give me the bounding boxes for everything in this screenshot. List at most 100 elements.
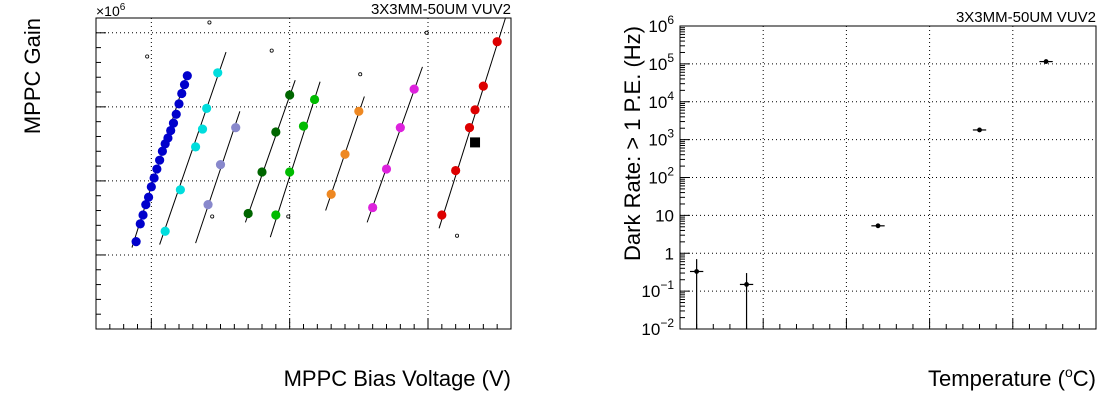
y-axis-label: Dark Rate: > 1 P.E. (Hz) (620, 26, 645, 261)
degree-ring (269, 48, 274, 53)
data-point (163, 133, 173, 143)
data-point (437, 210, 447, 220)
data-point (149, 173, 159, 183)
degree-ring (210, 214, 215, 219)
x-axis-label-main: Temperature ( (928, 366, 1066, 391)
y-tick-exp: 5 (667, 51, 674, 65)
degree-ring (424, 30, 429, 35)
y-tick-exp: 3 (667, 127, 674, 141)
data-point (395, 122, 405, 133)
plot-frame (95, 17, 512, 330)
y-tick-base: 10 (641, 320, 660, 339)
data-point (285, 90, 295, 100)
fit-line (195, 111, 241, 244)
fit-line (269, 81, 321, 238)
data-point (203, 200, 213, 210)
x-axis-label-tail: C) (1073, 366, 1096, 391)
data-point (143, 192, 154, 202)
square-marker (470, 137, 481, 148)
degree-ring (286, 214, 291, 219)
data-point (135, 219, 145, 229)
y-tick-label: 1 (665, 244, 674, 263)
data-point (744, 282, 749, 287)
data-point (368, 202, 378, 213)
data-point (977, 127, 982, 133)
data-point (243, 208, 253, 219)
data-point (152, 164, 162, 174)
y-tick-label: 10−1 (641, 278, 674, 301)
y-tick-base: 10 (648, 17, 667, 36)
y-tick-label: 102 (648, 165, 674, 188)
degree-ring (455, 233, 460, 238)
data-point (875, 223, 881, 229)
y-multiplier-exp: 6 (120, 2, 126, 13)
data-points (689, 59, 1053, 329)
data-point (157, 146, 167, 156)
grid (680, 26, 1096, 329)
x-axis-label: Temperature (oC) (928, 364, 1096, 391)
y-tick-base: 1 (665, 244, 674, 263)
data-point (409, 84, 419, 94)
degree-ring (145, 54, 150, 59)
y-tick-base: 10 (655, 206, 674, 225)
data-point (175, 185, 185, 195)
degree-ring (207, 20, 212, 25)
y-tick-label: 105 (648, 51, 674, 74)
data-point (160, 226, 170, 236)
data-point (138, 210, 148, 220)
data-point (177, 88, 187, 99)
fit-line (244, 80, 296, 223)
data-point (354, 106, 364, 116)
data-points (131, 37, 502, 247)
data-point (202, 103, 212, 113)
data-point (215, 160, 226, 170)
data-point (131, 237, 141, 247)
data-point (271, 127, 281, 137)
data-point (1043, 59, 1049, 64)
y-tick-label: 10 (655, 206, 674, 225)
panel-tag: 3X3MM-50UM VUV2 (956, 9, 1096, 26)
y-tick-base: 10 (648, 131, 667, 150)
degree-ring (358, 72, 363, 77)
data-point (166, 125, 176, 136)
y-tick-label: 103 (648, 127, 674, 150)
data-point (478, 81, 488, 91)
data-point (231, 122, 241, 133)
y-tick-exp: 2 (667, 165, 674, 179)
y-axis-label: MPPC Gain (20, 18, 45, 134)
data-point (464, 122, 475, 133)
y-tick-exp: −1 (660, 278, 674, 292)
grid (96, 18, 511, 330)
data-point (257, 167, 267, 177)
data-point (326, 189, 336, 199)
y-tick-exp: −2 (660, 316, 674, 330)
y-tick-exp: 6 (667, 13, 674, 27)
y-tick-label: 104 (648, 89, 674, 112)
data-point (694, 269, 700, 274)
data-point (155, 155, 165, 165)
y-tick-base: 10 (648, 169, 667, 188)
y-tick-base: 10 (641, 282, 660, 301)
data-point (213, 68, 223, 78)
data-point (191, 142, 201, 152)
data-point (182, 71, 192, 81)
y-tick-label: 106 (648, 13, 674, 36)
y-tick-base: 10 (648, 93, 667, 112)
data-point (340, 149, 350, 159)
data-point (179, 80, 190, 90)
axis-ticks (96, 32, 512, 330)
data-point (168, 118, 179, 128)
x-axis-label-sup: o (1065, 364, 1073, 380)
data-point (141, 200, 151, 210)
data-point (492, 37, 502, 47)
data-point (298, 121, 309, 131)
y-multiplier-base: ×10 (96, 3, 120, 19)
data-point (197, 124, 208, 134)
data-point (285, 167, 295, 177)
y-tick-exp: 4 (667, 89, 674, 103)
y-multiplier: ×106 (96, 2, 126, 19)
panel-tag: 3X3MM-50UM VUV2 (371, 1, 511, 18)
